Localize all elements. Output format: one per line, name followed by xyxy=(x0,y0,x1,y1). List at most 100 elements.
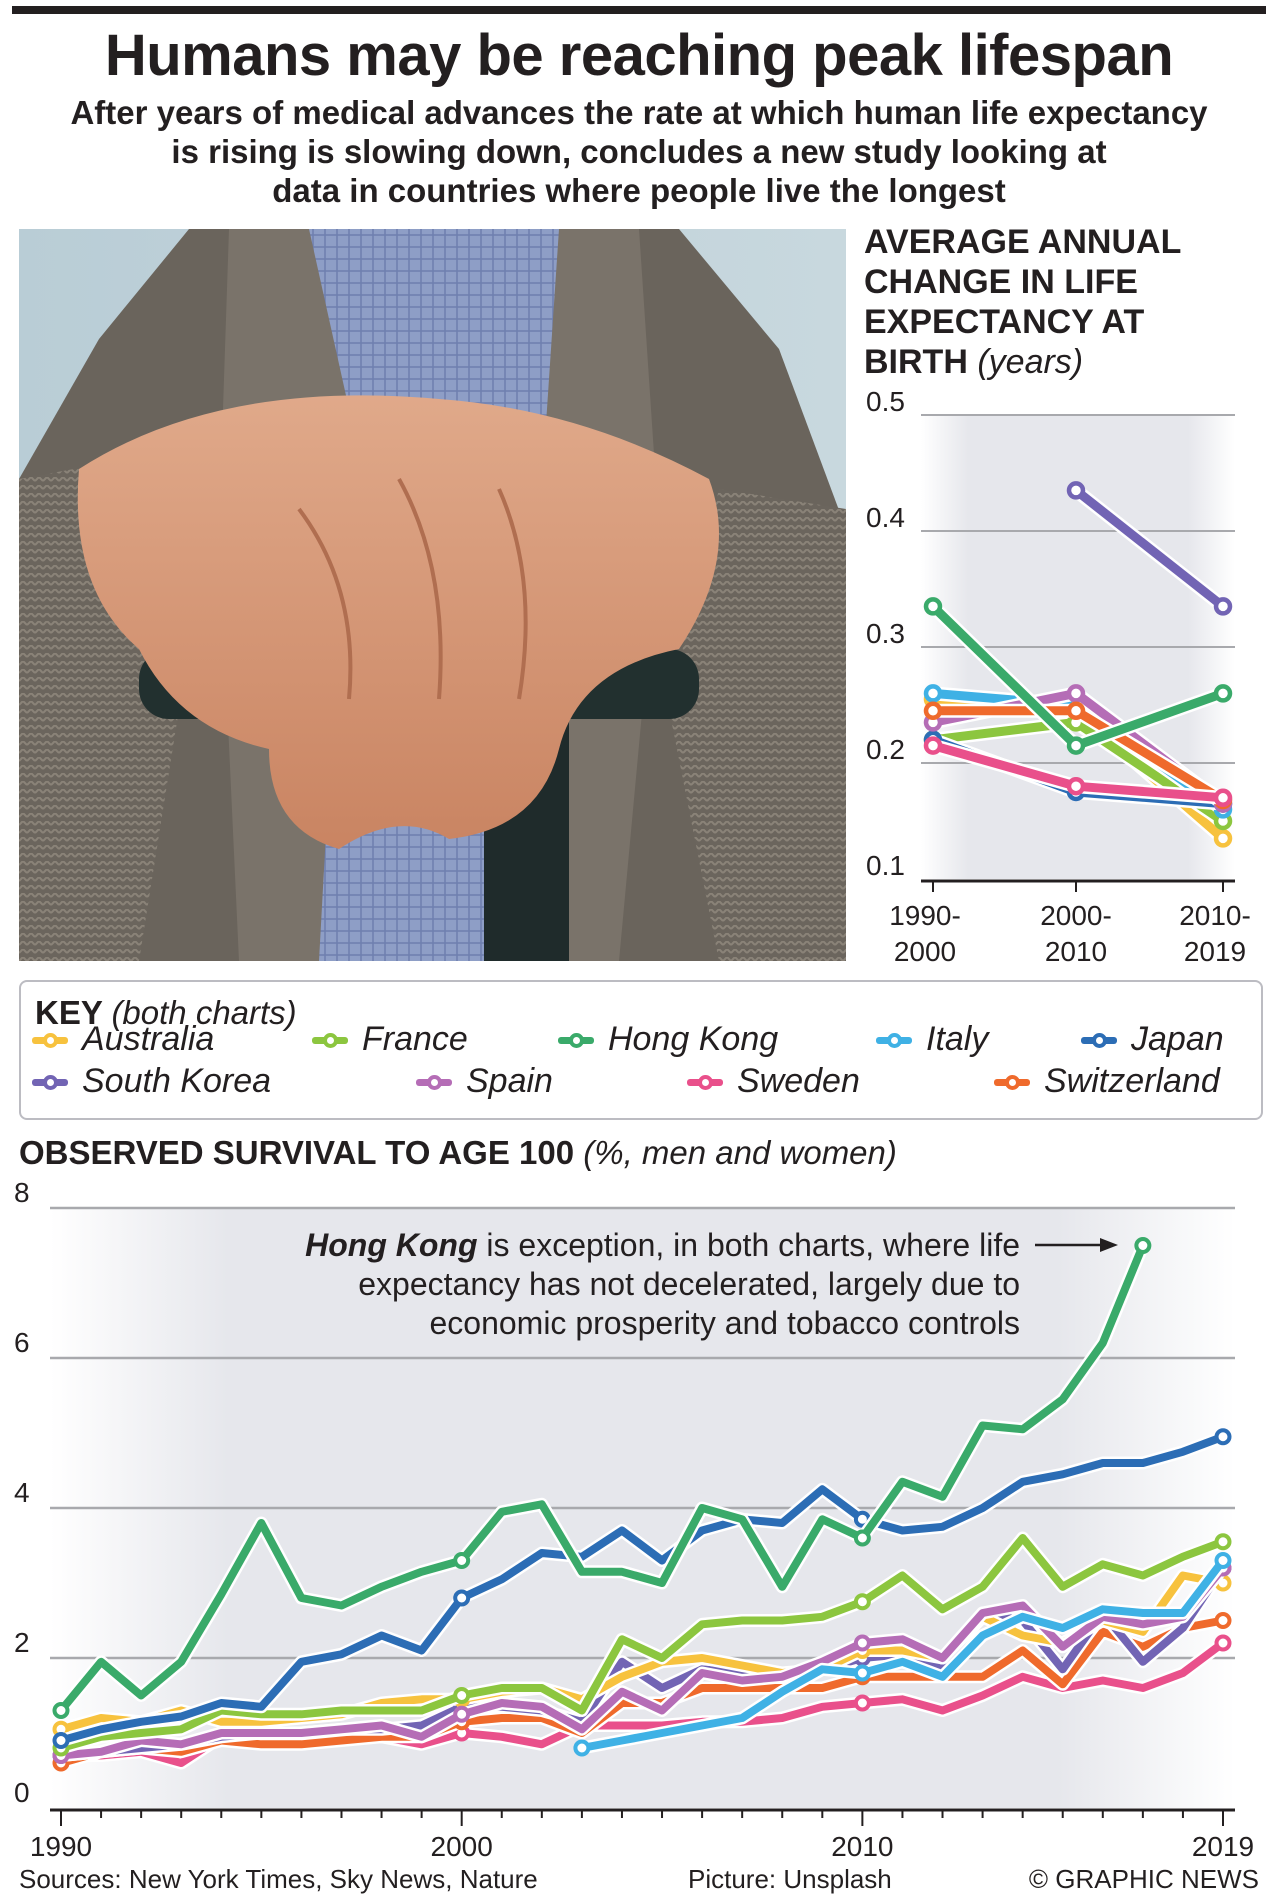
chart1-title-line: AVERAGE ANNUAL xyxy=(864,223,1182,261)
key-title: KEY (both charts) xyxy=(35,994,297,1032)
key-item-label: Australia xyxy=(82,1020,215,1058)
subtitle-line: After years of medical advances the rate… xyxy=(70,94,1208,131)
line-marker-icon xyxy=(1081,1032,1117,1048)
data-point xyxy=(1066,736,1086,755)
y-tick-label: 0.5 xyxy=(866,386,905,417)
legend-key: KEY (both charts) Australia France Hong Ko… xyxy=(19,980,1263,1120)
chart1-title-line: EXPECTANCY AT xyxy=(864,303,1145,341)
data-point xyxy=(453,1589,471,1607)
key-item-spain: Spain xyxy=(416,1062,553,1101)
data-point xyxy=(853,1529,871,1547)
key-item-label: Japan xyxy=(1131,1020,1224,1058)
key-item-italy: Italy xyxy=(876,1020,988,1059)
data-point xyxy=(853,1634,871,1652)
data-point xyxy=(853,1694,871,1712)
annotation-line: expectancy has not decelerated, largely … xyxy=(358,1266,1020,1302)
key-title-note: (both charts) xyxy=(111,994,297,1031)
chart1-unit: (years) xyxy=(977,343,1084,381)
key-item-france: France xyxy=(312,1020,468,1059)
key-item-label: Switzerland xyxy=(1044,1062,1220,1100)
y-tick-label: 6 xyxy=(14,1327,30,1358)
data-point xyxy=(923,597,943,616)
x-tick-label: 2010- xyxy=(1179,900,1251,931)
data-point xyxy=(1213,597,1233,616)
line-marker-icon xyxy=(994,1074,1030,1090)
annotation-text: is exception, in both charts, where life xyxy=(478,1227,1021,1263)
x-tick-label: 1990 xyxy=(30,1831,92,1862)
x-tick-label: 2010 xyxy=(831,1831,893,1862)
y-tick-label: 0.4 xyxy=(866,502,905,533)
x-tick-label: 2019 xyxy=(1192,1831,1254,1862)
x-tick-label: 2000 xyxy=(431,1831,493,1862)
line-marker-icon xyxy=(416,1074,452,1090)
x-tick-label: 2000- xyxy=(1040,900,1112,931)
subtitle-line: data in countries where people live the … xyxy=(272,172,1006,209)
data-point xyxy=(1214,1552,1232,1569)
top-rule xyxy=(12,6,1266,14)
chart2-title: OBSERVED SURVIVAL TO AGE 100 (%, men and… xyxy=(19,1134,897,1172)
key-item-label: France xyxy=(362,1020,468,1058)
chart2-unit: (%, men and women) xyxy=(583,1134,897,1171)
key-item-switzerland: Switzerland xyxy=(994,1062,1220,1101)
data-point xyxy=(453,1552,471,1569)
data-point xyxy=(1214,1428,1232,1446)
key-item-label: Spain xyxy=(466,1062,553,1100)
series-line-france xyxy=(59,1534,1225,1752)
y-tick-label: 0.1 xyxy=(866,850,905,881)
data-point xyxy=(1066,776,1086,796)
line-marker-icon xyxy=(312,1032,348,1048)
line-marker-icon xyxy=(558,1032,594,1048)
chart2-title-text: OBSERVED SURVIVAL TO AGE 100 xyxy=(19,1134,575,1171)
data-point xyxy=(923,736,943,755)
series-line-hong-kong xyxy=(57,1243,1147,1714)
chart1-title: AVERAGE ANNUAL CHANGE IN LIFE EXPECTANCY… xyxy=(864,222,1274,382)
picture-credit: Picture: Unsplash xyxy=(688,1864,892,1894)
key-item-label: Sweden xyxy=(737,1062,860,1100)
data-point xyxy=(1213,788,1233,808)
y-tick-label: 0 xyxy=(14,1777,30,1808)
x-tick-label: 2000 xyxy=(894,936,956,967)
photo-elderly-hands-on-cane xyxy=(19,229,846,961)
key-item-south-korea: South Korea xyxy=(32,1062,271,1101)
data-point xyxy=(923,701,943,721)
series-line-japan xyxy=(59,1433,1225,1745)
data-point xyxy=(1214,1612,1232,1629)
line-marker-icon xyxy=(687,1074,723,1090)
key-item-label: Italy xyxy=(926,1020,989,1058)
sources: Sources: New York Times, Sky News, Natur… xyxy=(19,1864,538,1894)
data-point xyxy=(1066,481,1086,500)
annotation-line: Hong Kong is exception, in both charts, … xyxy=(305,1227,1020,1263)
key-item-label: South Korea xyxy=(82,1062,272,1100)
data-point xyxy=(1066,684,1086,703)
x-tick-label: 2019 xyxy=(1184,936,1246,967)
data-point xyxy=(453,1687,471,1704)
y-tick-label: 2 xyxy=(14,1627,30,1658)
graphic-news-credit: © GRAPHIC NEWS xyxy=(1028,1864,1259,1894)
page-title: Humans may be reaching peak lifespan xyxy=(104,23,1174,88)
line-marker-icon xyxy=(32,1032,68,1048)
line-marker-icon xyxy=(876,1032,912,1048)
data-point xyxy=(1214,1533,1232,1551)
chart1-title-line: BIRTH xyxy=(864,343,968,381)
subtitle: After years of medical advances the rate… xyxy=(20,93,1258,210)
data-point xyxy=(52,1732,70,1749)
data-point xyxy=(853,1593,871,1611)
y-tick-label: 0.2 xyxy=(866,734,905,765)
annotation-bold: Hong Kong xyxy=(305,1227,477,1263)
key-title-text: KEY xyxy=(35,994,103,1031)
key-item-japan: Japan xyxy=(1081,1020,1224,1059)
data-point xyxy=(573,1739,591,1757)
y-tick-label: 4 xyxy=(14,1477,30,1508)
y-tick-label: 0.3 xyxy=(866,618,905,649)
data-point xyxy=(453,1705,471,1723)
series-line-australia xyxy=(59,1571,1224,1734)
key-item-australia: Australia xyxy=(32,1020,214,1059)
annotation-arrow-icon xyxy=(1035,1238,1118,1252)
data-point xyxy=(52,1702,70,1719)
series-line-italy xyxy=(581,1558,1227,1752)
x-tick-label: 1990- xyxy=(889,900,961,931)
data-point xyxy=(1134,1237,1152,1254)
data-point xyxy=(1213,829,1233,848)
